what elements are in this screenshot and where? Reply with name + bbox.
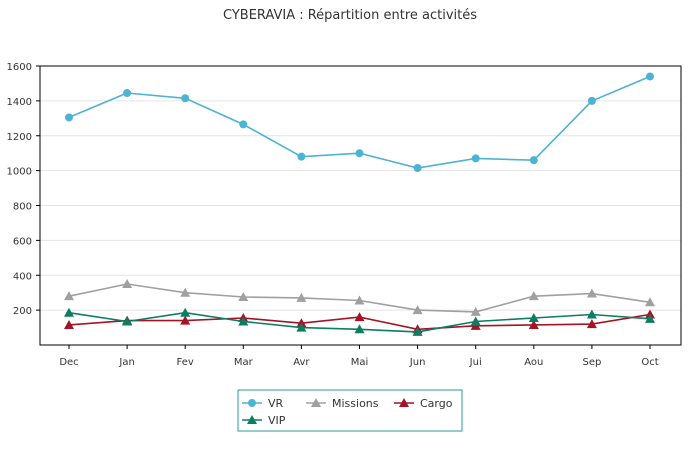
legend-item-missions: Missions	[306, 397, 379, 410]
y-tick-label: 1400	[7, 97, 32, 108]
grid-lines	[40, 65, 681, 311]
legend: VR Missions Cargo VIP	[237, 389, 463, 432]
legend-marker	[248, 399, 256, 407]
data-point	[122, 278, 133, 288]
data-point	[354, 312, 365, 322]
legend-item-cargo: Cargo	[394, 397, 453, 410]
data-point	[645, 313, 655, 323]
legend-box	[237, 389, 463, 432]
legend-label: VR	[268, 397, 284, 410]
data-point	[296, 292, 307, 302]
data-point	[587, 96, 596, 105]
series-missions	[64, 278, 655, 316]
y-tick-label: 1600	[7, 62, 32, 73]
legend-item-vr: VR	[242, 397, 284, 410]
data-point	[180, 287, 191, 297]
chart-title: CYBERAVIA : Répartition entre activités	[223, 8, 477, 23]
data-point	[412, 326, 423, 336]
data-point	[586, 309, 597, 319]
y-tick-label: 1000	[7, 167, 32, 178]
legend-item-vip: VIP	[242, 414, 286, 427]
y-tick-label: 400	[13, 271, 32, 282]
data-point	[471, 154, 480, 163]
data-point	[238, 292, 249, 302]
data-point	[354, 295, 365, 305]
data-point	[646, 72, 654, 81]
legend-marker	[311, 398, 321, 407]
data-point	[122, 316, 133, 326]
data-point	[413, 164, 422, 173]
data-point	[296, 322, 307, 332]
data-point	[412, 305, 423, 315]
legend-label: Missions	[332, 397, 379, 410]
y-tick-label: 200	[13, 306, 32, 317]
x-tick-label: Fev	[177, 357, 194, 368]
x-tick-label: Mar	[234, 357, 254, 368]
data-point	[355, 149, 364, 158]
x-tick-label: Avr	[293, 357, 310, 368]
legend-label: VIP	[268, 414, 286, 427]
x-tick-label: Jan	[118, 357, 134, 368]
data-point	[586, 319, 597, 329]
data-point	[528, 319, 539, 329]
x-axis: Dec Jan Fev Mar Avr Mai Jun Jui Aou Sep Oct	[59, 345, 659, 368]
legend-marker	[399, 398, 409, 407]
x-tick-label: Jui	[469, 357, 482, 368]
data-point	[586, 288, 597, 298]
y-tick-label: 800	[13, 202, 32, 213]
data-point	[529, 156, 538, 165]
data-point	[645, 297, 655, 307]
data-point	[297, 152, 306, 161]
legend-label: Cargo	[420, 397, 453, 410]
data-point	[239, 120, 248, 129]
x-tick-label: Aou	[524, 357, 543, 368]
data-point	[470, 316, 481, 326]
data-point	[180, 315, 191, 325]
data-point	[123, 89, 132, 98]
data-point	[238, 316, 249, 326]
data-point	[180, 307, 191, 317]
y-tick-label: 1200	[7, 132, 32, 143]
data-point	[65, 113, 73, 122]
data-point	[64, 307, 74, 317]
series-vr	[65, 72, 654, 173]
data-point	[354, 324, 365, 334]
legend-marker	[247, 415, 257, 424]
x-tick-label: Jun	[409, 357, 426, 368]
x-tick-label: Oct	[641, 357, 658, 368]
data-point	[528, 312, 539, 322]
data-point	[470, 306, 481, 316]
y-tick-label: 600	[13, 236, 32, 247]
data-point	[528, 291, 539, 301]
data-point	[181, 94, 190, 103]
x-tick-label: Dec	[59, 357, 78, 368]
series-vip	[64, 307, 655, 336]
x-tick-label: Sep	[582, 357, 601, 368]
x-tick-label: Mai	[351, 357, 369, 368]
data-point	[64, 291, 74, 301]
y-axis: 200 400 600 800 1000 1200 1400 1600	[7, 62, 40, 317]
series-group	[64, 72, 655, 336]
data-point	[64, 319, 74, 329]
